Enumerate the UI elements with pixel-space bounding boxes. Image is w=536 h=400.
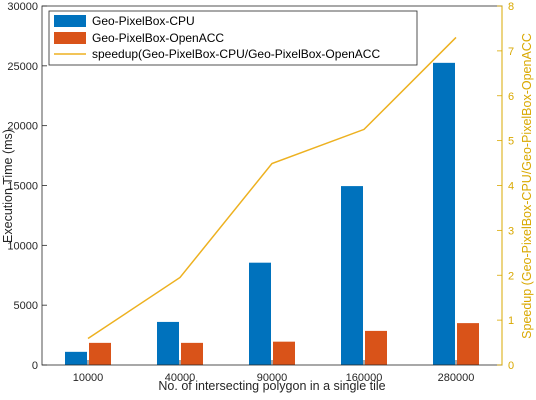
x-tick-label: 160000 <box>346 372 383 384</box>
right-axis-ticks: 0 1 2 3 4 5 6 7 8 <box>497 1 514 372</box>
y-tick-label: 0 <box>32 360 38 372</box>
bars-layer <box>65 62 479 365</box>
bar-openacc-90000 <box>273 341 295 365</box>
y-tick-label: 30000 <box>7 1 38 13</box>
y2-tick-label: 7 <box>508 46 514 58</box>
y-tick-label: 10000 <box>7 240 38 252</box>
legend: Geo-PixelBox-CPU Geo-PixelBox-OpenACC sp… <box>48 10 418 66</box>
y2-tick-label: 3 <box>508 225 514 237</box>
bar-openacc-160000 <box>365 330 387 365</box>
y2-tick-label: 5 <box>508 136 514 148</box>
y2-tick-label: 6 <box>508 91 514 103</box>
bar-cpu-90000 <box>249 262 271 365</box>
legend-swatch-cpu <box>54 15 86 27</box>
y-tick-label: 20000 <box>7 121 38 133</box>
y2-axis-label: Speedup (Geo-PixelBox-CPU/Geo-PixelBox-O… <box>520 33 534 339</box>
left-axis-ticks: 0 5000 10000 15000 20000 25000 30000 <box>7 1 47 372</box>
y2-tick-label: 0 <box>508 360 514 372</box>
bar-openacc-280000 <box>457 323 479 365</box>
y-axis-label: Execution Time (ms) <box>1 129 15 243</box>
legend-label-speedup: speedup(Geo-PixelBox-CPU/Geo-PixelBox-Op… <box>92 47 380 61</box>
bar-cpu-40000 <box>157 321 179 365</box>
x-axis-ticks: 10000 40000 90000 160000 280000 <box>73 360 475 384</box>
bar-cpu-160000 <box>341 186 363 365</box>
bar-cpu-280000 <box>433 62 455 365</box>
legend-box <box>48 10 418 66</box>
y-tick-label: 15000 <box>7 181 38 193</box>
legend-swatch-openacc <box>54 32 86 44</box>
y2-tick-label: 8 <box>508 1 514 13</box>
y-tick-label: 25000 <box>7 61 38 73</box>
legend-label-openacc: Geo-PixelBox-OpenACC <box>92 31 224 45</box>
x-tick-label: 280000 <box>438 372 475 384</box>
y2-tick-label: 1 <box>508 315 514 327</box>
speedup-line <box>87 36 457 340</box>
y2-tick-label: 2 <box>508 270 514 282</box>
bar-cpu-10000 <box>65 351 87 365</box>
bar-openacc-40000 <box>181 342 203 365</box>
x-axis-label: No. of intersecting polygon in a single … <box>158 379 385 393</box>
x-tick-label: 10000 <box>73 372 104 384</box>
y-tick-label: 5000 <box>14 300 38 312</box>
legend-label-cpu: Geo-PixelBox-CPU <box>92 14 195 28</box>
bar-openacc-10000 <box>89 342 111 365</box>
speedup-line-layer <box>87 36 457 340</box>
x-tick-label: 90000 <box>257 372 288 384</box>
x-tick-label: 40000 <box>165 372 196 384</box>
y2-tick-label: 4 <box>508 181 514 193</box>
